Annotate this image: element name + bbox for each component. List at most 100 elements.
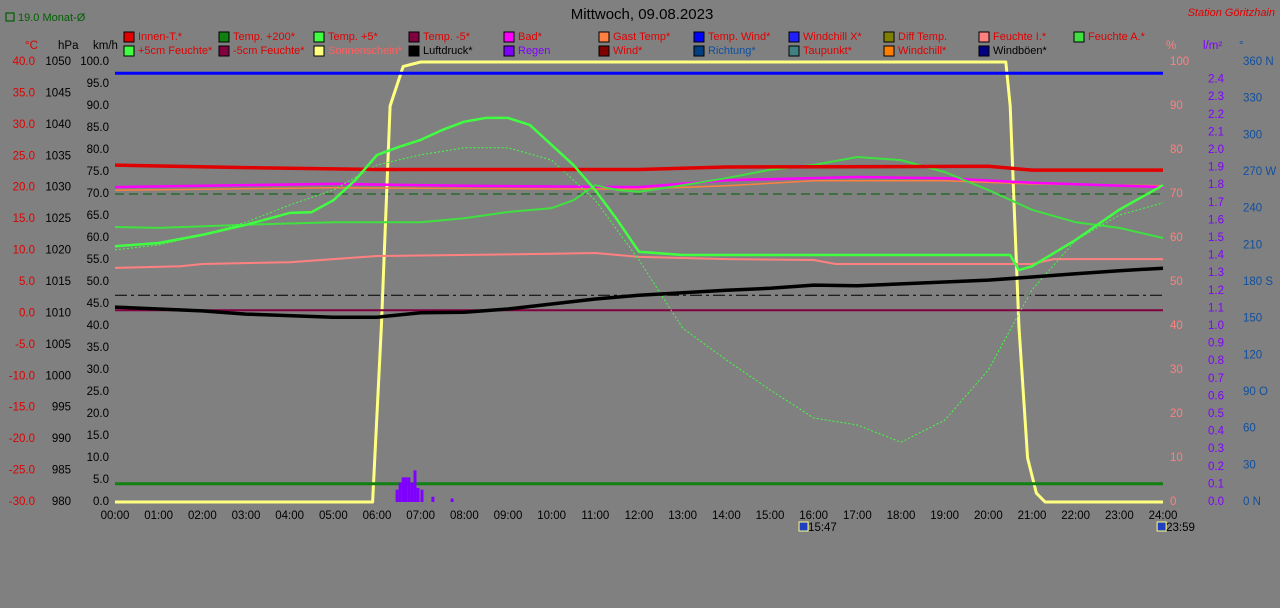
y-tick-label: 60.0 (87, 232, 109, 244)
legend-label: Temp. -5* (423, 31, 471, 43)
x-tick-label: 12:00 (625, 510, 654, 522)
y-tick-label: 1.3 (1208, 267, 1224, 279)
legend-swatch (598, 45, 610, 57)
rain-bar (401, 477, 405, 502)
x-tick-label: 14:00 (712, 510, 741, 522)
y-tick-label: 1.2 (1208, 285, 1224, 297)
legend-swatch (123, 31, 135, 43)
y-tick-label: 2.4 (1208, 74, 1225, 86)
series-line (114, 116, 1164, 272)
y-tick-label: 40.0 (13, 56, 35, 68)
series-line (114, 252, 1163, 269)
y-tick-label: 95.0 (87, 78, 109, 90)
x-tick-label: 22:00 (1061, 510, 1090, 522)
y-tick-label: 1040 (45, 119, 71, 131)
legend-label: Gast Temp* (613, 31, 671, 43)
legend-label: Regen (518, 45, 550, 57)
y-tick-label: 0.0 (93, 496, 109, 508)
y-tick-label: 1045 (45, 87, 71, 99)
legend-label: Windböen* (993, 45, 1048, 57)
x-tick-label: 20:00 (974, 510, 1003, 522)
x-tick-label: 00:00 (101, 510, 130, 522)
series-line (114, 175, 1164, 189)
rain-bar (420, 489, 424, 502)
legend-label: Luftdruck* (423, 45, 473, 57)
x-tick-label: 16:00 (799, 510, 828, 522)
series-line (114, 180, 1164, 191)
y-tick-label: 1005 (45, 339, 71, 351)
legend-label: Bad* (518, 31, 543, 43)
rain-bar (431, 496, 435, 502)
y-tick-label: 30.0 (87, 364, 109, 376)
x-tick-label: 18:00 (887, 510, 916, 522)
x-tick-label: 24:00 (1149, 510, 1178, 522)
legend-swatch (218, 45, 230, 57)
y-tick-label: 50 (1170, 276, 1183, 288)
reference-icon (5, 12, 15, 22)
x-tick-label: 15:00 (756, 510, 785, 522)
legend-swatch (313, 31, 325, 43)
x-tick-label: 06:00 (363, 510, 392, 522)
legend-swatch (693, 31, 705, 43)
y-tick-label: 70 (1170, 188, 1183, 200)
legend-label: Temp. Wind* (708, 31, 771, 43)
y-tick-label: 2.0 (1208, 144, 1224, 156)
y-tick-label: 75.0 (87, 166, 109, 178)
y-tick-label: 0.1 (1208, 478, 1224, 490)
y-tick-label: 1.8 (1208, 179, 1224, 191)
y-tick-label: 2.2 (1208, 109, 1224, 121)
y-tick-label: 80.0 (87, 144, 109, 156)
y-tick-label: 1035 (45, 150, 71, 162)
y-tick-label: 35.0 (13, 87, 35, 99)
marker-label: 23:59 (1166, 522, 1195, 534)
y-tick-label: -20.0 (9, 433, 35, 445)
y-tick-label: 2.3 (1208, 91, 1224, 103)
series-line (114, 163, 1163, 172)
legend-label: Wind* (613, 45, 643, 57)
y-tick-label: 985 (52, 465, 71, 477)
y-tick-label: 0.3 (1208, 443, 1224, 455)
rain-bar (407, 477, 411, 502)
y-tick-label: 35.0 (87, 342, 109, 354)
y-tick-label: 1020 (45, 245, 71, 257)
y-tick-label: 1010 (45, 307, 71, 319)
y-tick-label: 180 S (1243, 276, 1273, 288)
y-tick-label: 60 (1170, 232, 1183, 244)
y-tick-label: 15.0 (87, 430, 109, 442)
y-tick-label: 85.0 (87, 122, 109, 134)
legend-label: Feuchte I.* (993, 31, 1047, 43)
y-tick-label: 300 (1243, 129, 1262, 141)
rain-bar (413, 470, 417, 502)
legend-label: -5cm Feuchte* (233, 45, 305, 57)
y-tick-label: 1.7 (1208, 197, 1224, 209)
legend-label: Feuchte A.* (1088, 31, 1146, 43)
y-tick-label: -10.0 (9, 370, 35, 382)
y-tick-label: 1.4 (1208, 250, 1225, 262)
series-line (114, 266, 1164, 319)
legend-label: Diff Temp. (898, 31, 947, 43)
y-tick-label: 25.0 (13, 150, 35, 162)
rain-bar (395, 489, 399, 502)
y-tick-label: 980 (52, 496, 71, 508)
legend-label: Innen-T.* (138, 31, 183, 43)
y-tick-label: 1000 (45, 370, 71, 382)
y-tick-label: 120 (1243, 349, 1262, 361)
legend-swatch (978, 31, 990, 43)
x-tick-label: 10:00 (537, 510, 566, 522)
x-tick-label: 23:00 (1105, 510, 1134, 522)
y-tick-label: 2.1 (1208, 126, 1224, 138)
y-tick-label: 30 (1243, 459, 1256, 471)
axis-title: % (1166, 40, 1176, 52)
y-tick-label: 0.9 (1208, 338, 1224, 350)
y-tick-label: 0.7 (1208, 373, 1224, 385)
x-tick-label: 13:00 (668, 510, 697, 522)
y-tick-label: 65.0 (87, 210, 109, 222)
legend-label: Windchill* (898, 45, 947, 57)
y-tick-label: 0.4 (1208, 426, 1225, 438)
legend-label: +5cm Feuchte* (138, 45, 213, 57)
y-tick-label: -15.0 (9, 402, 35, 414)
series-line (115, 60, 1163, 504)
y-tick-label: 20.0 (13, 182, 35, 194)
